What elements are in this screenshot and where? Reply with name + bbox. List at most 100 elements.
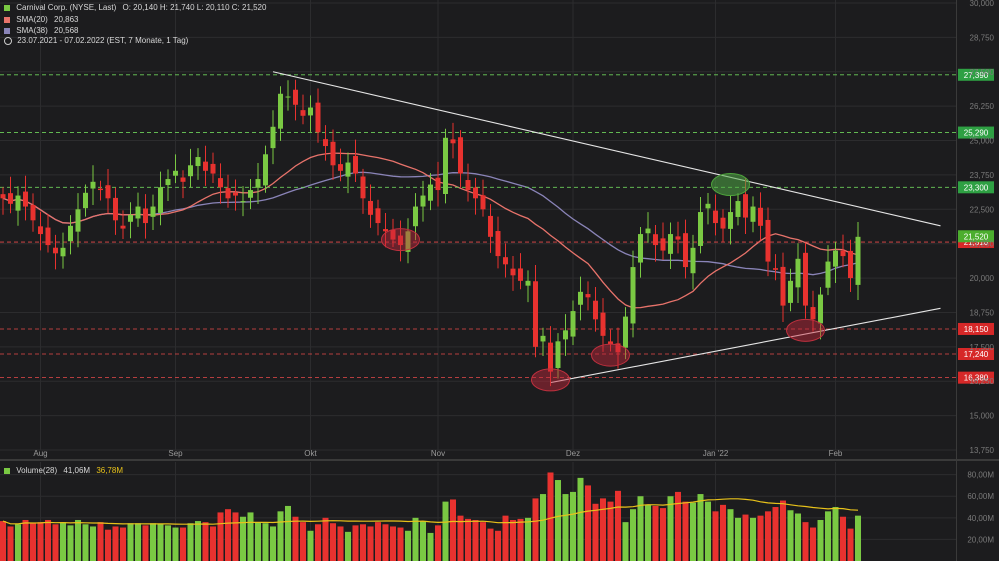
y-tick-label: 18,750 [970, 308, 995, 317]
y-tick-label: 28,750 [970, 33, 995, 42]
volume-bar [802, 522, 809, 561]
y-tick-label: 17,500 [970, 343, 995, 352]
volume-bar [765, 511, 771, 561]
level-tag [958, 181, 994, 194]
volume-bar [450, 499, 456, 561]
candle-body [833, 250, 838, 267]
trendline-downtrend [272, 71, 941, 227]
candle-body [345, 162, 351, 177]
candle-body [413, 206, 418, 227]
candle-body [713, 210, 718, 224]
volume-value-1: 41,06M [63, 466, 91, 475]
volume-bar [247, 512, 254, 561]
volume-bar [30, 523, 36, 561]
volume-bar [412, 517, 419, 561]
candle-body [608, 341, 613, 345]
y-tick-label: 22,500 [970, 205, 995, 214]
candle-body [473, 187, 478, 199]
volume-bar [390, 526, 396, 561]
volume-tick-label: 60,00M [967, 492, 994, 501]
candle-body [840, 250, 846, 257]
volume-bar [97, 522, 104, 561]
current-price-tag [958, 230, 994, 243]
volume-bar [307, 530, 314, 561]
candle-body [488, 215, 493, 237]
volume-bar [825, 511, 831, 561]
level-tag-label: 25,290 [964, 129, 989, 138]
x-tick-label: Okt [304, 449, 317, 458]
candle-body [398, 235, 403, 246]
candle-body [563, 330, 568, 340]
volume-bar [495, 530, 501, 561]
candle-body [555, 341, 561, 368]
candle-body [675, 236, 681, 240]
highlight-red [381, 228, 420, 252]
volume-bar [787, 510, 794, 561]
level-tag-label: 17,240 [964, 350, 989, 359]
volume-bar [795, 513, 801, 561]
volume-bar [397, 527, 404, 561]
candle-body [158, 187, 163, 213]
candle-body [698, 212, 703, 246]
y-tick-label: 15,000 [970, 412, 995, 421]
volume-bar [645, 504, 651, 561]
volume-bar [817, 519, 824, 561]
volume-bar [360, 524, 366, 561]
y-tick-label: 13,750 [970, 446, 995, 455]
volume-bar [15, 524, 21, 561]
clock-icon [4, 36, 12, 45]
candle-body [98, 188, 103, 191]
candle-body [458, 137, 463, 174]
candle-body [420, 195, 426, 207]
candle-body [338, 164, 343, 171]
volume-bar [712, 511, 719, 561]
volume-bar [735, 517, 741, 561]
volume-bar [7, 526, 14, 561]
candle-body [788, 280, 793, 303]
candles [0, 79, 861, 387]
axes: 30,000 28,750 27,500 26,250 25,000 23,750 22,5… [33, 0, 994, 544]
volume-bar [705, 501, 711, 561]
volume-bar [180, 527, 186, 561]
candle-body [743, 194, 748, 218]
highlight-red [531, 368, 570, 392]
legend-sma20-row: SMA(20) 20,863 [4, 15, 83, 25]
volume-bar [75, 519, 81, 561]
candle-body [435, 177, 441, 191]
candle-body [443, 137, 448, 195]
volume-bar [120, 527, 126, 561]
volume-value-2: 36,78M [96, 466, 123, 475]
sma20-swatch [4, 16, 10, 23]
candle-body [60, 247, 66, 257]
volume-bar [480, 522, 486, 561]
candle-body [780, 266, 786, 306]
horizontal-levels: 27,390 25,290 23,300 21,310 18,150 17,240 16,3… [0, 68, 994, 384]
volume-bar [570, 491, 576, 561]
level-tag-label: 23,300 [964, 183, 989, 192]
volume-bar [442, 501, 449, 561]
volume-bar [37, 522, 44, 561]
highlight-green [711, 173, 750, 197]
trendline-uptrend [550, 307, 941, 384]
candle-body [480, 195, 486, 210]
candle-body [90, 181, 96, 189]
candle-body [105, 185, 111, 199]
volume-bar [195, 521, 201, 561]
candle-body [225, 188, 231, 199]
y-tick-label: 20,000 [970, 274, 995, 283]
volume-bar [82, 524, 89, 561]
volume-icon [4, 467, 10, 474]
candle-body [210, 163, 216, 174]
volume-bar [202, 522, 209, 561]
sma20-value: 20,863 [54, 15, 79, 24]
candle-body [360, 176, 366, 199]
x-tick-label: Jan '22 [703, 449, 729, 458]
candle-body [240, 201, 246, 203]
volume-legend: Volume(28) 41,06M 36,78M [4, 466, 127, 476]
candle-body [405, 231, 411, 252]
candle-body [368, 200, 373, 215]
level-tag [958, 347, 994, 360]
volume-bar [630, 509, 636, 561]
volume-bar [622, 522, 629, 561]
